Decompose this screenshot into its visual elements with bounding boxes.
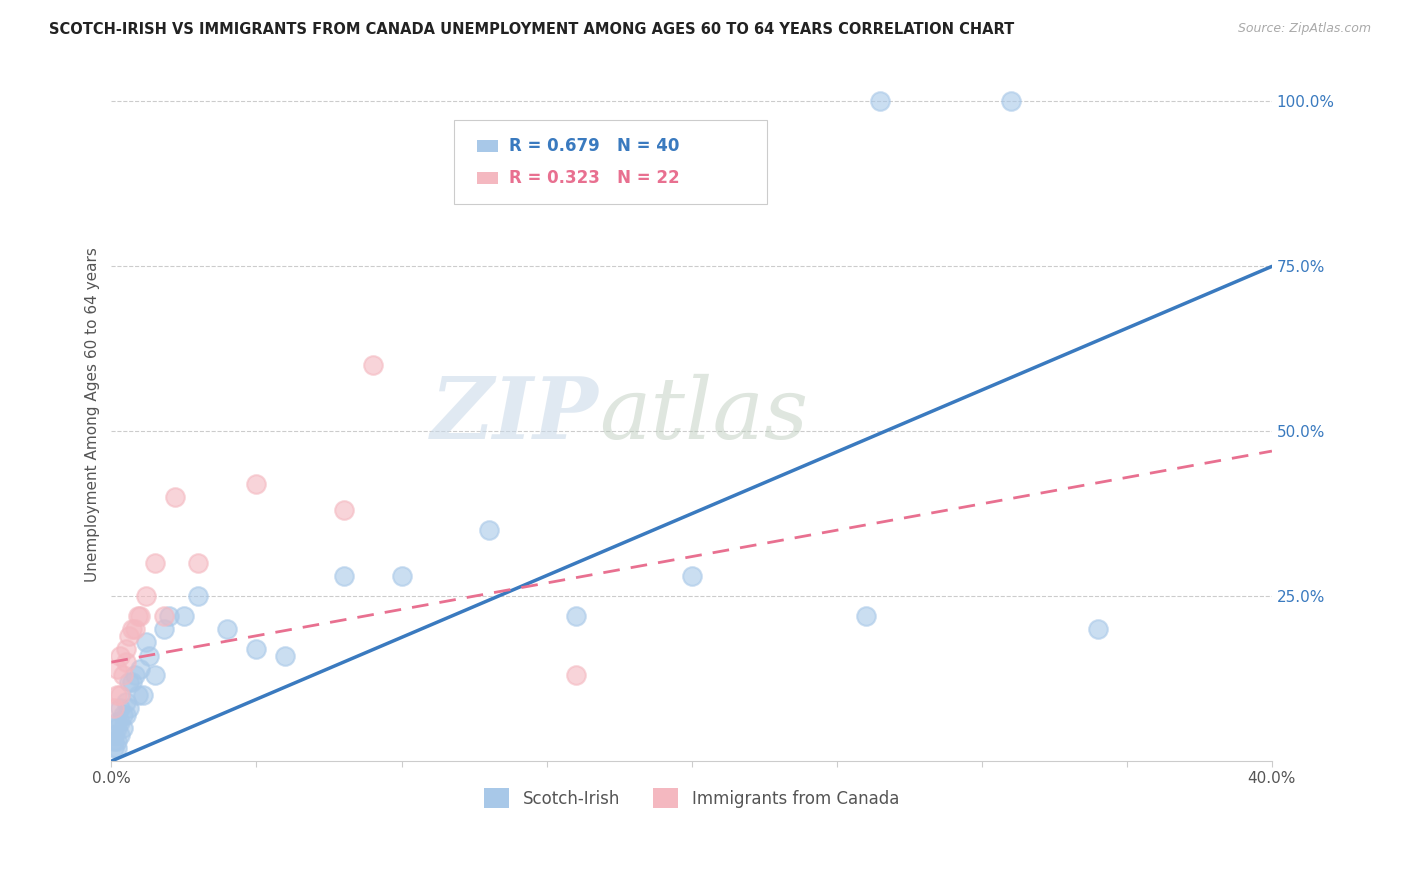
- Point: [332, 569, 354, 583]
- Point: [121, 622, 143, 636]
- Text: R = 0.323   N = 22: R = 0.323 N = 22: [509, 169, 681, 187]
- Point: [245, 477, 267, 491]
- Point: [173, 609, 195, 624]
- Point: [103, 701, 125, 715]
- Point: [115, 707, 138, 722]
- Point: [217, 622, 239, 636]
- FancyBboxPatch shape: [477, 172, 498, 184]
- Point: [132, 688, 155, 702]
- Point: [564, 668, 586, 682]
- Point: [124, 668, 146, 682]
- Point: [129, 609, 152, 624]
- Point: [135, 635, 157, 649]
- Point: [127, 688, 149, 702]
- Text: SCOTCH-IRISH VS IMMIGRANTS FROM CANADA UNEMPLOYMENT AMONG AGES 60 TO 64 YEARS CO: SCOTCH-IRISH VS IMMIGRANTS FROM CANADA U…: [49, 22, 1015, 37]
- Point: [105, 740, 128, 755]
- Point: [115, 642, 138, 657]
- Point: [869, 95, 891, 109]
- Point: [108, 648, 131, 663]
- Point: [564, 609, 586, 624]
- Point: [681, 569, 703, 583]
- Point: [108, 701, 131, 715]
- Point: [103, 734, 125, 748]
- Point: [105, 721, 128, 735]
- Point: [124, 622, 146, 636]
- Point: [115, 655, 138, 669]
- Point: [121, 674, 143, 689]
- Point: [274, 648, 297, 663]
- Point: [361, 359, 384, 373]
- Point: [103, 728, 125, 742]
- Legend: Scotch-Irish, Immigrants from Canada: Scotch-Irish, Immigrants from Canada: [478, 781, 905, 815]
- Point: [111, 668, 134, 682]
- Point: [105, 688, 128, 702]
- Y-axis label: Unemployment Among Ages 60 to 64 years: Unemployment Among Ages 60 to 64 years: [86, 247, 100, 582]
- Point: [152, 609, 174, 624]
- Point: [105, 714, 128, 729]
- Point: [138, 648, 160, 663]
- Point: [187, 556, 209, 570]
- Point: [855, 609, 877, 624]
- Text: Source: ZipAtlas.com: Source: ZipAtlas.com: [1237, 22, 1371, 36]
- Point: [108, 728, 131, 742]
- Point: [108, 688, 131, 702]
- Text: atlas: atlas: [599, 374, 808, 456]
- Point: [103, 740, 125, 755]
- Point: [391, 569, 413, 583]
- Point: [127, 609, 149, 624]
- Point: [245, 642, 267, 657]
- Point: [165, 490, 187, 504]
- Point: [105, 734, 128, 748]
- Point: [108, 714, 131, 729]
- Point: [332, 503, 354, 517]
- Point: [1000, 95, 1022, 109]
- Point: [152, 622, 174, 636]
- Point: [129, 662, 152, 676]
- Point: [105, 662, 128, 676]
- Text: ZIP: ZIP: [432, 373, 599, 457]
- Point: [111, 707, 134, 722]
- Point: [118, 629, 141, 643]
- Point: [118, 701, 141, 715]
- Text: R = 0.679   N = 40: R = 0.679 N = 40: [509, 137, 681, 155]
- Point: [115, 695, 138, 709]
- Point: [118, 674, 141, 689]
- Point: [143, 556, 166, 570]
- Point: [143, 668, 166, 682]
- Point: [187, 589, 209, 603]
- FancyBboxPatch shape: [454, 120, 768, 203]
- Point: [111, 721, 134, 735]
- Point: [477, 523, 499, 537]
- Point: [135, 589, 157, 603]
- Point: [1087, 622, 1109, 636]
- FancyBboxPatch shape: [477, 140, 498, 153]
- Point: [159, 609, 181, 624]
